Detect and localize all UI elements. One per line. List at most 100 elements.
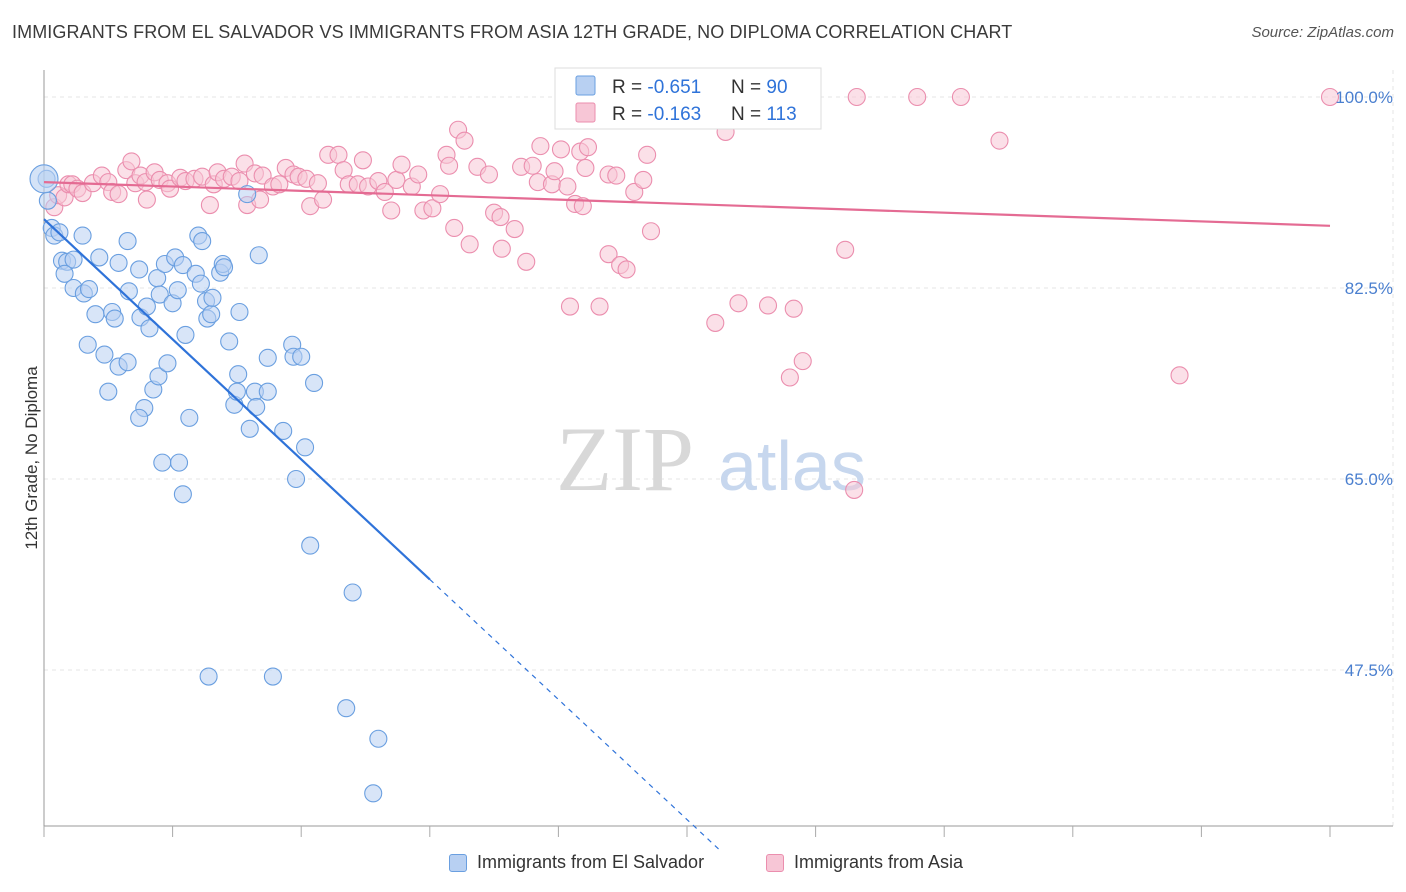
trend-lines — [43, 181, 1331, 850]
point-el-salvador — [64, 250, 83, 269]
point-el-salvador — [337, 699, 356, 718]
point-asia — [523, 156, 542, 175]
point-el-salvador — [86, 305, 105, 324]
point-asia — [638, 145, 657, 164]
point-asia — [492, 239, 511, 258]
point-el-salvador — [274, 421, 293, 441]
point-el-salvador — [105, 309, 124, 328]
bottom-legend: Immigrants from El Salvador Immigrants f… — [0, 852, 1406, 878]
point-asia — [551, 140, 571, 159]
y-tick-label: 65.0% — [1345, 470, 1393, 489]
stats-r-value: -0.163 — [647, 104, 701, 125]
point-asia — [505, 220, 524, 239]
trend-line-asia — [43, 181, 1331, 227]
point-el-salvador — [137, 297, 156, 316]
point-el-salvador — [176, 325, 195, 344]
stats-r-value: -0.651 — [647, 77, 701, 98]
tick-labels: 100.0%82.5%65.0%47.5%0.0%100.0% — [1335, 88, 1393, 680]
point-asia — [109, 185, 128, 204]
point-el-salvador — [240, 419, 259, 438]
point-asia — [479, 165, 499, 184]
point-asia — [423, 199, 442, 218]
point-el-salvador — [343, 583, 362, 602]
watermark-zip: ZIP — [556, 408, 694, 510]
point-asia — [780, 368, 799, 387]
watermark-atlas: atlas — [718, 427, 866, 505]
point-asia — [908, 87, 927, 107]
stats-swatch-blue — [575, 75, 596, 96]
point-asia — [560, 297, 580, 316]
legend-item-el-salvador[interactable]: Immigrants from El Salvador — [449, 852, 704, 873]
point-el-salvador — [230, 302, 249, 322]
point-el-salvador — [149, 367, 168, 386]
point-el-salvador — [118, 353, 137, 372]
point-asia — [329, 145, 348, 164]
point-asia — [641, 222, 661, 241]
point-asia — [122, 152, 141, 171]
point-asia — [951, 87, 970, 107]
point-el-salvador — [79, 280, 99, 299]
point-el-salvador — [202, 305, 221, 324]
point-el-salvador — [153, 453, 172, 472]
point-asia — [460, 235, 479, 254]
point-el-salvador — [29, 164, 59, 194]
trend-line-el-salvador — [43, 218, 431, 581]
point-el-salvador — [364, 784, 383, 803]
point-asia — [784, 299, 803, 318]
point-asia — [382, 201, 401, 220]
point-asia — [578, 138, 598, 157]
point-el-salvador — [140, 319, 159, 338]
stats-n-label: N = — [731, 77, 766, 98]
point-asia — [729, 294, 748, 313]
point-asia — [793, 352, 812, 371]
point-el-salvador — [168, 281, 187, 300]
point-el-salvador — [95, 345, 114, 364]
y-tick-label: 82.5% — [1345, 279, 1393, 298]
point-asia — [545, 162, 564, 181]
point-el-salvador — [173, 485, 192, 504]
point-el-salvador — [258, 348, 277, 367]
data-points — [29, 87, 1340, 803]
point-asia — [353, 151, 372, 170]
point-el-salvador — [369, 729, 388, 748]
stats-legend: R = -0.651 N = 90 R = -0.163 N = 113 — [554, 67, 822, 130]
point-el-salvador — [78, 335, 97, 354]
source-label: Source: ZipAtlas.com — [1251, 24, 1394, 41]
point-el-salvador — [169, 453, 189, 472]
point-asia — [607, 166, 626, 185]
point-asia — [573, 197, 592, 216]
point-el-salvador — [73, 226, 92, 245]
point-asia — [845, 480, 864, 499]
point-el-salvador — [247, 397, 266, 417]
point-asia — [200, 196, 219, 215]
legend-item-asia[interactable]: Immigrants from Asia — [766, 852, 963, 873]
legend-label: Immigrants from Asia — [794, 852, 964, 872]
stats-n-value: 90 — [766, 77, 787, 98]
point-asia — [445, 218, 464, 238]
y-axis-label: 12th Grade, No Diploma — [22, 366, 41, 550]
point-asia — [491, 208, 510, 227]
point-el-salvador — [158, 354, 177, 373]
point-asia — [590, 297, 609, 316]
point-asia — [1170, 366, 1189, 385]
point-el-salvador — [130, 260, 149, 279]
point-el-salvador — [90, 248, 109, 267]
point-asia — [617, 260, 636, 279]
point-el-salvador — [203, 288, 222, 307]
point-asia — [375, 182, 394, 202]
point-el-salvador — [287, 469, 306, 489]
point-el-salvador — [249, 246, 268, 265]
point-el-salvador — [258, 382, 277, 401]
point-asia — [531, 137, 550, 156]
point-el-salvador — [263, 667, 282, 686]
point-el-salvador — [227, 382, 246, 401]
point-el-salvador — [220, 332, 239, 351]
point-el-salvador — [99, 382, 118, 401]
point-asia — [625, 182, 644, 202]
point-asia — [314, 190, 333, 209]
point-el-salvador — [109, 253, 128, 272]
point-asia — [387, 170, 406, 189]
stats-n-value: 113 — [766, 104, 796, 125]
point-asia — [431, 185, 450, 204]
point-el-salvador — [150, 285, 169, 304]
